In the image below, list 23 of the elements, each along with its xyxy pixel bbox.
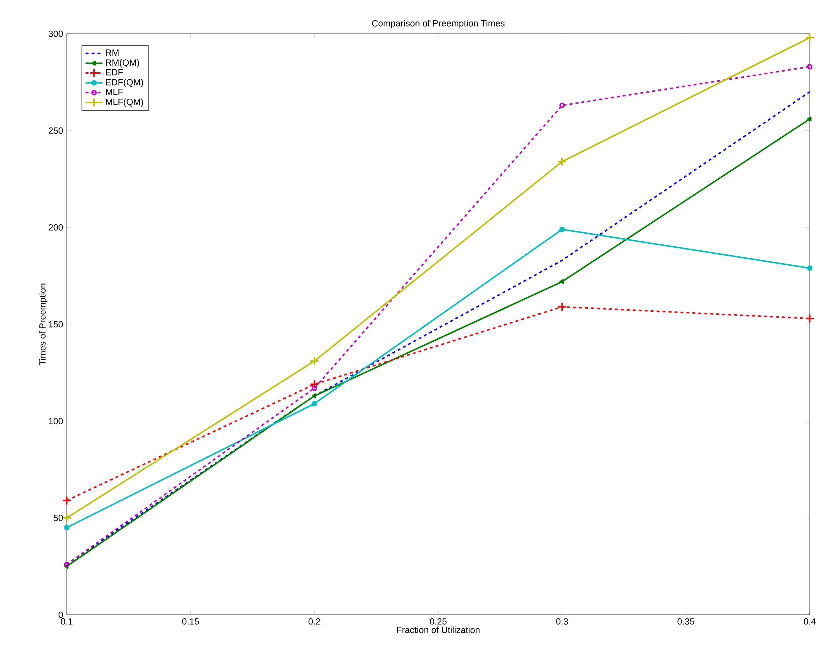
legend-label: RM	[106, 50, 119, 56]
y-tick-label: 250	[48, 128, 64, 134]
y-axis-title: Times of Preemption	[39, 284, 48, 366]
x-axis-title: Fraction of Utilization	[397, 626, 480, 634]
x-tick-label: 0.15	[182, 618, 200, 625]
y-tick-label: 100	[49, 418, 64, 425]
y-tick-label: 200	[48, 224, 64, 231]
legend-label: MLF(QM)	[106, 98, 144, 108]
x-tick-label: 0.35	[678, 618, 695, 625]
y-tick-label: 150	[49, 321, 64, 328]
chart-title: Comparison of Preemption Times	[372, 20, 505, 28]
legend-label: RM(QM)	[106, 59, 140, 68]
y-tick-label: 0	[58, 612, 64, 618]
x-tick-label: 0.4	[804, 618, 816, 625]
legend-label: EDF(QM)	[106, 79, 144, 88]
y-tick-label: 300	[48, 30, 64, 38]
y-tick-label: 50	[54, 514, 64, 522]
x-tick-label: 0.3	[556, 618, 568, 625]
legend-label: MLF	[106, 89, 124, 96]
legend-label: EDF	[106, 69, 124, 76]
x-tick-label: 0.25	[430, 618, 447, 625]
x-tick-label: 0.1	[61, 618, 73, 625]
x-tick-label: 0.2	[308, 618, 320, 625]
